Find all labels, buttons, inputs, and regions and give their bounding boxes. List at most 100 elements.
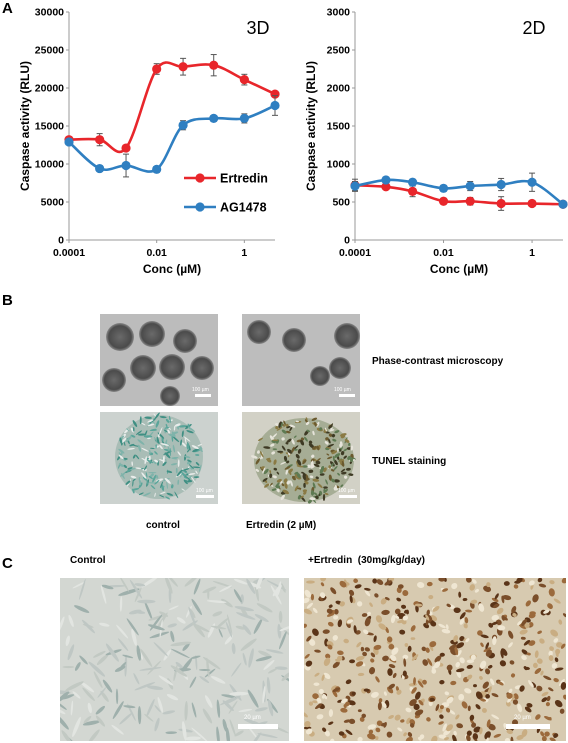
texture-cell: [442, 588, 449, 592]
texture-cell: [465, 638, 470, 643]
texture-cell: [459, 657, 465, 664]
texture-cell: [164, 439, 168, 448]
texture-cell: [479, 727, 483, 735]
texture-cell: [461, 701, 468, 709]
texture-cell: [159, 416, 167, 419]
data-point-ertredin: [152, 64, 162, 74]
texture-cell: [100, 585, 107, 604]
texture-cell: [561, 578, 566, 584]
texture-cell: [164, 477, 171, 484]
legend-label: Ertredin: [220, 172, 268, 186]
texture-cell: [475, 691, 483, 700]
texture-cell: [526, 702, 533, 708]
texture-cell: [312, 607, 318, 614]
texture-cell: [144, 416, 152, 419]
texture-cell: [388, 578, 395, 582]
texture-cell: [269, 435, 275, 441]
texture-cell: [312, 628, 319, 636]
texture-cell: [427, 658, 433, 666]
texture-cell: [152, 461, 157, 465]
texture-cell: [304, 608, 313, 615]
texture-cell: [180, 473, 183, 478]
texture-cell: [481, 707, 487, 713]
texture-cell: [324, 441, 329, 445]
texture-cell: [508, 688, 513, 694]
texture-cell: [304, 480, 309, 485]
texture-cell: [357, 736, 363, 741]
texture-cell: [192, 466, 201, 469]
texture-cell: [167, 623, 177, 628]
texture-cell: [182, 470, 189, 474]
texture-cell: [291, 475, 296, 481]
texture-cell: [333, 479, 340, 483]
texture-cell: [384, 597, 390, 601]
texture-cell: [123, 440, 126, 446]
texture-cell: [528, 640, 536, 646]
x-tick-label: 1: [241, 247, 247, 259]
texture-cell: [163, 449, 172, 452]
texture-cell: [446, 696, 454, 704]
texture-cell: [429, 641, 437, 648]
texture-cell: [485, 737, 489, 741]
texture-cell: [155, 444, 157, 449]
texture-cell: [314, 421, 317, 427]
texture-cell: [238, 708, 253, 713]
texture-cell: [137, 599, 156, 604]
texture-cell: [344, 439, 350, 443]
texture-cell: [324, 492, 329, 496]
texture-cell: [255, 468, 260, 472]
texture-cell: [404, 643, 409, 647]
texture-cell: [153, 413, 157, 418]
texture-cell: [257, 733, 278, 739]
texture-cell: [341, 461, 345, 467]
texture-cell: [521, 619, 528, 626]
texture-cell: [328, 465, 331, 469]
texture-cell: [286, 438, 292, 444]
texture-cell: [488, 664, 493, 669]
texture-cell: [323, 467, 327, 473]
texture-cell: [141, 447, 149, 452]
texture-cell: [229, 691, 249, 696]
texture-cell: [216, 726, 220, 741]
texture-cell: [536, 685, 543, 692]
texture-cell: [313, 682, 320, 686]
texture-cell: [197, 443, 203, 447]
row-label-tunel: TUNEL staining: [372, 456, 447, 467]
texture-cell: [410, 637, 416, 640]
data-point-ertredin: [438, 196, 449, 206]
texture-cell: [312, 693, 319, 700]
texture-cell: [326, 453, 330, 456]
texture-cell: [83, 716, 92, 724]
texture-cell: [431, 735, 438, 741]
texture-cell: [459, 636, 465, 642]
data-point-ertredin: [209, 60, 219, 70]
texture-cell: [181, 488, 185, 491]
texture-cell: [339, 601, 345, 607]
texture-cell: [485, 642, 490, 650]
texture-cell: [422, 679, 427, 685]
texture-cell: [270, 482, 273, 486]
texture-cell: [295, 420, 300, 423]
texture-cell: [135, 467, 142, 470]
texture-cell: [551, 662, 558, 669]
texture-cell: [524, 666, 530, 670]
texture-cell: [333, 615, 339, 620]
texture-cell: [188, 473, 196, 476]
data-point-ertredin: [239, 75, 249, 85]
texture-cell: [283, 423, 286, 428]
texture-cell: [308, 701, 314, 706]
texture-cell: [521, 649, 528, 655]
texture-cell: [519, 685, 525, 692]
texture-cell: [82, 687, 95, 702]
texture-cell: [144, 713, 154, 722]
texture-cell: [141, 422, 146, 426]
texture-cell: [327, 443, 334, 448]
texture-cell: [132, 420, 138, 427]
texture-cell: [134, 682, 156, 691]
texture-cell: [134, 587, 142, 603]
texture-cell: [382, 655, 389, 662]
texture-cell: [513, 693, 519, 700]
texture-cell: [280, 422, 283, 428]
texture-cell: [270, 585, 282, 605]
x-tick-label: 0.0001: [53, 247, 85, 259]
